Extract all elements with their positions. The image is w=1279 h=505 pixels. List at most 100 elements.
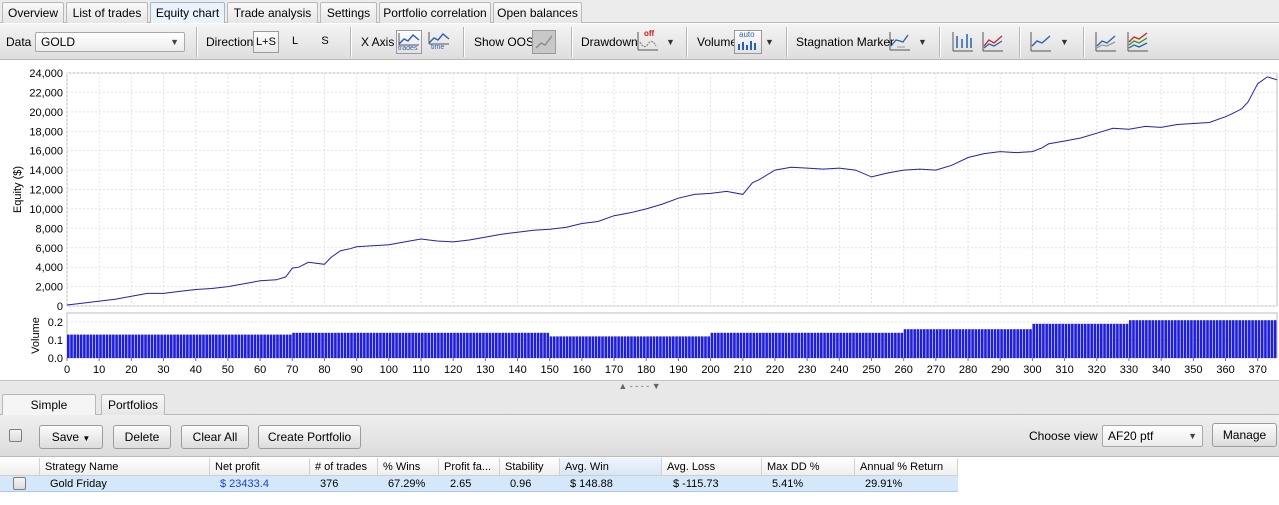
chart-type-button[interactable] <box>1029 30 1053 54</box>
chart-compare-button[interactable] <box>981 30 1005 54</box>
clear-all-button[interactable]: Clear All <box>181 425 249 449</box>
equity-y-axis-label: Equity ($) <box>12 166 24 213</box>
volume-bar <box>247 334 250 358</box>
volume-bar <box>646 336 649 358</box>
volume-bar <box>1042 323 1045 358</box>
tab-portfolios[interactable]: Portfolios <box>101 394 165 415</box>
tab-portfolio-correlation[interactable]: Portfolio correlation <box>379 2 491 23</box>
x-tick-label: 80 <box>318 364 330 376</box>
data-select[interactable]: GOLD ▼ <box>35 32 185 52</box>
volume-y-axis-label: Volume <box>30 317 42 354</box>
tab-equity-chart[interactable]: Equity chart <box>150 2 225 23</box>
volume-bar <box>99 334 102 358</box>
volume-bar <box>86 334 89 358</box>
volume-bar <box>256 334 260 358</box>
chart-bars-button[interactable] <box>951 30 975 54</box>
volume-bar <box>314 332 318 358</box>
equity-chart-area: 0 2,000 4,000 6,000 8,000 10,000 12,000 14,000 1… <box>0 61 1279 379</box>
volume-bar <box>797 332 801 358</box>
x-tick-label: 310 <box>1055 364 1073 376</box>
chart-multi-button[interactable] <box>1126 30 1150 54</box>
table-header-profit-factor[interactable]: Profit fa... <box>439 458 500 476</box>
manage-button[interactable]: Manage <box>1212 423 1277 447</box>
volume-bar <box>617 336 620 358</box>
volume-bar <box>337 332 340 358</box>
table-header-net-profit[interactable]: Net profit <box>210 458 310 476</box>
volume-bar <box>540 332 543 358</box>
volume-bar <box>964 329 968 358</box>
direction-short-toggle[interactable]: S <box>321 35 329 47</box>
volume-bar <box>845 332 849 358</box>
chevron-down-icon[interactable]: ▼ <box>765 37 774 47</box>
volume-bar <box>556 336 559 358</box>
equity-y-ticks: 0 2,000 4,000 6,000 8,000 10,000 12,000 14,000 1… <box>29 68 63 313</box>
select-all-checkbox[interactable] <box>9 429 22 442</box>
table-header-max-dd[interactable]: Max DD % <box>762 458 855 476</box>
volume-bar <box>1235 320 1238 358</box>
panel-splitter[interactable]: ▲ - - - - ▼ <box>0 380 1279 391</box>
x-axis-trades-button[interactable]: trades <box>396 30 422 54</box>
chevron-down-icon[interactable]: ▼ <box>918 37 927 47</box>
volume-bar <box>1193 320 1196 358</box>
volume-button[interactable]: auto <box>734 30 762 54</box>
table-header-annual-return[interactable]: Annual % Return <box>855 458 958 476</box>
direction-long-toggle[interactable]: L <box>291 35 299 47</box>
volume-bar <box>839 332 842 358</box>
row-select-checkbox[interactable] <box>13 477 26 490</box>
tab-open-balances[interactable]: Open balances <box>493 2 582 23</box>
volume-bar <box>633 336 636 358</box>
view-select[interactable]: AF20 ptf ▼ <box>1102 425 1203 447</box>
chevron-down-icon[interactable]: ▼ <box>666 37 675 47</box>
tab-settings[interactable]: Settings <box>320 2 377 23</box>
equity-y-tick-label: 0 <box>57 301 63 313</box>
x-tick-label: 250 <box>862 364 880 376</box>
volume-bar <box>588 336 591 358</box>
volume-bar <box>70 334 73 358</box>
x-axis-time-button[interactable]: time <box>427 30 453 54</box>
volume-bar <box>1254 320 1258 358</box>
volume-bar <box>179 334 183 358</box>
save-button[interactable]: Save ▼ <box>39 425 103 449</box>
volume-bar <box>189 334 192 358</box>
divider <box>786 27 787 57</box>
table-row[interactable]: Gold Friday $ 23433.4 376 67.29% 2.65 0.… <box>0 476 958 492</box>
chevron-down-icon: ▼ <box>1188 431 1197 441</box>
volume-bar <box>1000 329 1003 358</box>
tab-trade-analysis[interactable]: Trade analysis <box>227 2 318 23</box>
volume-bar <box>971 329 974 358</box>
stagnation-marker-button[interactable] <box>888 30 912 54</box>
volume-bar <box>95 334 99 358</box>
table-header-wins[interactable]: % Wins <box>378 458 439 476</box>
volume-bar <box>369 332 373 358</box>
tab-overview[interactable]: Overview <box>2 2 64 23</box>
delete-button[interactable]: Delete <box>113 425 171 449</box>
chevron-down-icon[interactable]: ▼ <box>1060 37 1069 47</box>
volume-bar <box>237 334 241 358</box>
table-header-trades[interactable]: # of trades <box>310 458 378 476</box>
direction-long-short-toggle[interactable]: L+S <box>253 31 279 53</box>
volume-bar <box>1016 329 1019 358</box>
volume-bar <box>530 332 534 358</box>
volume-bar <box>224 334 228 358</box>
x-tick-label: 370 <box>1249 364 1267 376</box>
tab-simple-strategies[interactable]: Simple strategies <box>2 394 96 432</box>
volume-bar <box>285 334 289 358</box>
create-portfolio-button[interactable]: Create Portfolio <box>258 425 361 449</box>
show-oos-button[interactable] <box>532 30 556 54</box>
equity-y-tick-label: 20,000 <box>29 107 63 119</box>
table-header-avg-win[interactable]: Avg. Win <box>560 458 662 476</box>
table-header-strategy-name[interactable]: Strategy Name <box>40 458 210 476</box>
chart-overlay-button[interactable] <box>1094 30 1118 54</box>
x-tick-label: 60 <box>254 364 266 376</box>
volume-bar <box>749 332 752 358</box>
volume-bar <box>1109 323 1113 358</box>
x-tick-label: 140 <box>508 364 526 376</box>
table-header-avg-loss[interactable]: Avg. Loss <box>662 458 762 476</box>
volume-bar <box>169 334 173 358</box>
table-header-stability[interactable]: Stability <box>500 458 560 476</box>
tab-list-of-trades[interactable]: List of trades <box>66 2 148 23</box>
drawdown-button[interactable]: off <box>636 29 660 54</box>
volume-bar <box>562 336 566 358</box>
volume-bar <box>1093 323 1097 358</box>
volume-bar <box>877 332 881 358</box>
